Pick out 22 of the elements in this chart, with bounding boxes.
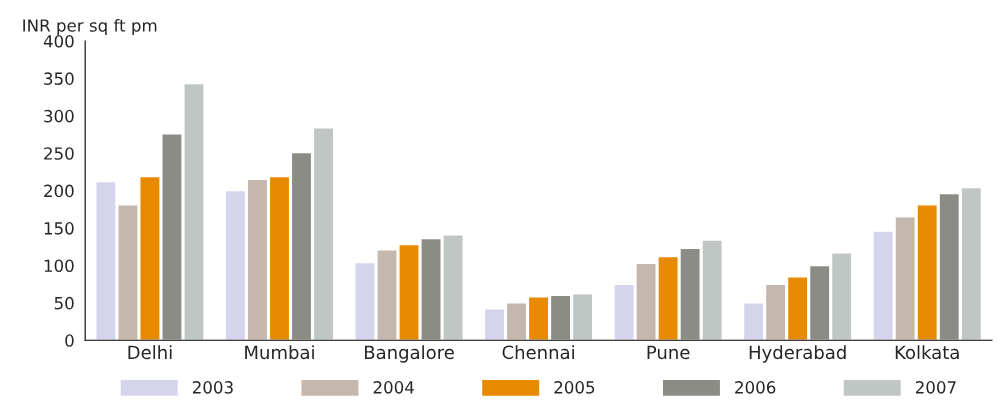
legend-label: 2004 [373, 381, 414, 394]
x-tick-label: Delhi [128, 345, 172, 360]
y-tick-label: 350 [44, 72, 74, 85]
legend-label: 2006 [735, 381, 776, 394]
x-tick-label: Mumbai [245, 345, 314, 360]
y-tick-label: 300 [44, 109, 74, 123]
y-tick-label: 100 [44, 259, 74, 273]
y-tick-label: 150 [44, 222, 74, 235]
legend-label: 2007 [915, 381, 956, 394]
y-tick-label: 250 [44, 147, 74, 160]
x-tick-label: Hyderabad [749, 345, 846, 363]
x-tick-label: Bangalore [365, 345, 454, 363]
y-tick-label: 400 [43, 34, 74, 48]
y-tick-label: 50 [54, 296, 74, 310]
legend-label: 2005 [554, 381, 595, 394]
legend-label: 2003 [192, 381, 233, 394]
x-tick-label: Chennai [502, 345, 574, 360]
x-tick-label: Kolkata [895, 345, 959, 360]
x-tick-label: Pune [647, 345, 690, 360]
y-axis-title: INR per sq ft pm [23, 18, 157, 36]
y-tick-label: 0 [65, 334, 74, 347]
y-tick-label: 200 [44, 184, 74, 198]
